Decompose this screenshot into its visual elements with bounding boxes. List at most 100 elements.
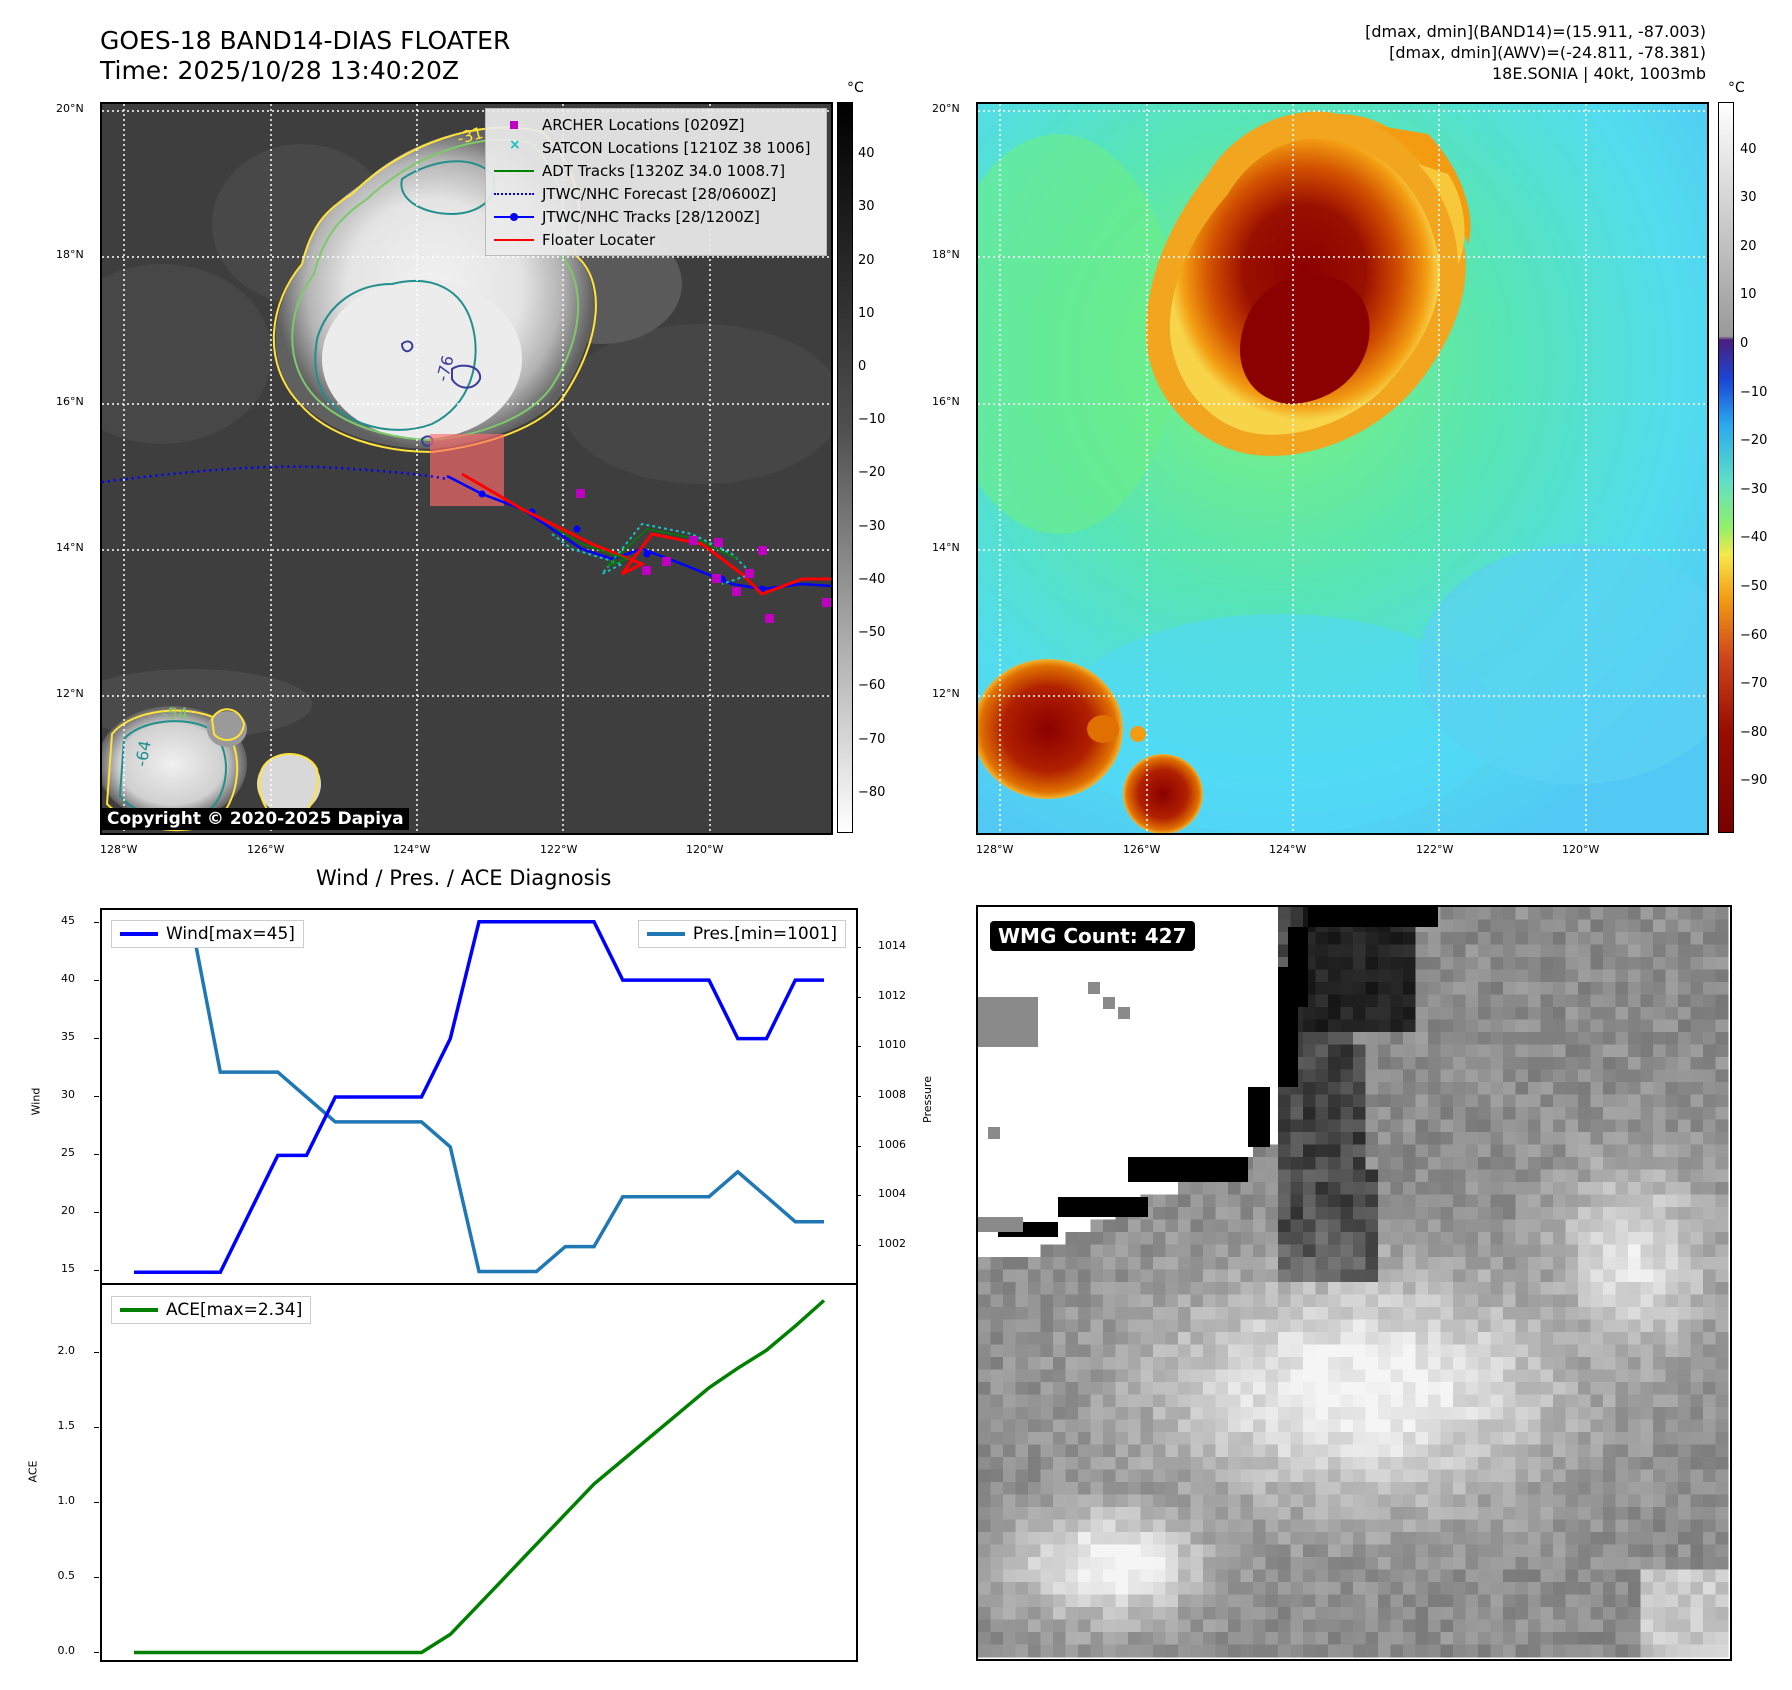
pressure-tick-mark — [856, 996, 861, 998]
lon-tick: 122°W — [540, 843, 578, 856]
lat-tick: 18°N — [56, 248, 84, 261]
colorbar-left-tick: 20 — [858, 252, 875, 268]
colorbar-left-tick: −80 — [858, 784, 886, 800]
colorbar-right-tick: −90 — [1740, 773, 1768, 789]
map-legend: ARCHER Locations [0209Z] × SATCON Locati… — [485, 108, 827, 256]
wind-legend: Wind[max=45] — [111, 920, 304, 948]
lat-tick: 14°N — [56, 541, 84, 554]
line-marker-icon — [494, 233, 534, 247]
wind-tick: 25 — [61, 1146, 75, 1160]
wind-tick-mark — [94, 1154, 99, 1156]
lat-tick: 12°N — [56, 687, 84, 700]
ace-plot — [134, 1299, 826, 1655]
pressure-tick: 1002 — [878, 1236, 906, 1250]
info-storm: 18E.SONIA | 40kt, 1003mb — [1491, 64, 1706, 83]
x-marker-icon: × — [509, 136, 521, 153]
ace-tick: 1.5 — [57, 1418, 76, 1432]
wmg-count-badge: WMG Count: 427 — [990, 921, 1195, 951]
wind-tick-mark — [94, 1096, 99, 1097]
legend-floater: Floater Locater — [494, 228, 818, 251]
pressure-series-line — [134, 920, 824, 1274]
colorbar-left-tick: 10 — [858, 305, 875, 321]
legend-tracks: JTWC/NHC Tracks [28/1200Z] — [494, 205, 818, 228]
colorbar-left-tick: 30 — [858, 199, 875, 215]
colorbar-left-tick: −20 — [858, 465, 886, 481]
legend-satcon: × SATCON Locations [1210Z 38 1006] — [494, 136, 818, 159]
wind-tick-mark — [94, 1270, 99, 1272]
wind-axis-label: Wind — [29, 1087, 43, 1116]
wind-tick-mark — [94, 979, 99, 981]
contour-label-4: -54 — [162, 704, 189, 723]
colorbar-right-tick: 30 — [1740, 190, 1757, 206]
pressure-tick-mark — [856, 1244, 861, 1246]
wind-pres-plot — [134, 919, 824, 1275]
ace-series-line — [134, 1299, 826, 1655]
line-swatch-icon — [646, 932, 685, 936]
pressure-tick-mark — [856, 1145, 861, 1147]
colorbar-right-tick: −10 — [1740, 384, 1768, 400]
ace-tick-mark — [94, 1576, 99, 1578]
pressure-tick: 1008 — [878, 1088, 906, 1101]
wind-tick-mark — [94, 1037, 99, 1039]
colorbar-right-unit: °C — [1728, 80, 1745, 96]
lat-tick: 20°N — [56, 102, 84, 115]
lon-tick: 128°W — [100, 843, 138, 856]
diagnosis-title: Wind / Pres. / ACE Diagnosis — [316, 866, 612, 890]
colorbar-left-unit: °C — [847, 80, 864, 96]
colorbar-left-tick: −70 — [858, 731, 886, 747]
wind-tick: 35 — [61, 1029, 75, 1043]
colorbar-left-tick: −60 — [858, 678, 886, 694]
ace-tick: 1.0 — [57, 1493, 76, 1507]
lon-tick: 120°W — [686, 843, 724, 856]
pressure-tick-mark — [856, 1046, 861, 1048]
ace-tick: 2.0 — [57, 1343, 76, 1357]
colorbar-right-tick: −30 — [1740, 481, 1768, 497]
wind-tick: 20 — [61, 1204, 75, 1218]
colorbar-left-tick: −10 — [858, 412, 886, 428]
info-awv: [dmax, dmin](AWV)=(-24.811, -78.381) — [1389, 43, 1706, 62]
dotted-line-icon — [494, 187, 534, 201]
line-swatch-icon — [120, 1308, 158, 1312]
colorbar-right-tick: 40 — [1740, 141, 1757, 157]
colorbar-right-tick: 10 — [1740, 287, 1757, 303]
lon-tick: 124°W — [393, 843, 431, 856]
line-marker-icon — [494, 164, 534, 178]
ace-tick-mark — [94, 1351, 99, 1353]
colorbar-left — [837, 102, 853, 833]
lat-tick: 12°N — [932, 687, 960, 700]
lat-tick: 14°N — [932, 541, 960, 554]
colorbar-left-tick: −30 — [858, 518, 886, 534]
colorbar-right-tick: 20 — [1740, 238, 1757, 254]
figure-time: Time: 2025/10/28 13:40:20Z — [100, 56, 459, 85]
colorbar-left-tick: −40 — [858, 571, 886, 587]
pressure-tick-mark — [856, 1195, 861, 1197]
ace-chart: ACE[max=2.34] — [100, 1283, 858, 1662]
colorbar-left-tick: 0 — [858, 359, 867, 375]
lon-tick: 120°W — [1562, 843, 1600, 856]
wind-tick-mark — [94, 921, 99, 923]
lat-tick: 18°N — [932, 248, 960, 261]
pressure-tick: 1014 — [878, 939, 906, 953]
pres-legend: Pres.[min=1001] — [637, 920, 846, 948]
pressure-tick-mark — [856, 1096, 861, 1097]
legend-archer: ARCHER Locations [0209Z] — [494, 113, 818, 136]
wind-tick: 40 — [61, 971, 75, 985]
pressure-tick: 1012 — [878, 988, 906, 1002]
colorbar-right-tick: 0 — [1740, 336, 1749, 351]
pressure-tick: 1006 — [878, 1137, 906, 1151]
ace-tick: 0.5 — [57, 1568, 76, 1582]
colorbar-right-tick: −50 — [1740, 579, 1768, 594]
wmg-image — [978, 907, 1729, 1658]
wind-tick: 45 — [61, 913, 75, 927]
ace-legend: ACE[max=2.34] — [111, 1296, 312, 1324]
copyright-badge: Copyright © 2020-2025 Dapiya — [102, 808, 409, 830]
pressure-tick: 1010 — [878, 1038, 906, 1052]
lat-tick: 20°N — [932, 102, 960, 115]
line-dot-icon — [494, 210, 534, 224]
awv-map-panel — [976, 102, 1709, 835]
wind-tick: 30 — [61, 1088, 75, 1101]
ace-axis-label: ACE — [26, 1460, 40, 1483]
pressure-axis-label: Pressure — [920, 1076, 934, 1123]
colorbar-right-tick: −80 — [1740, 724, 1768, 740]
lat-tick: 16°N — [932, 395, 960, 408]
